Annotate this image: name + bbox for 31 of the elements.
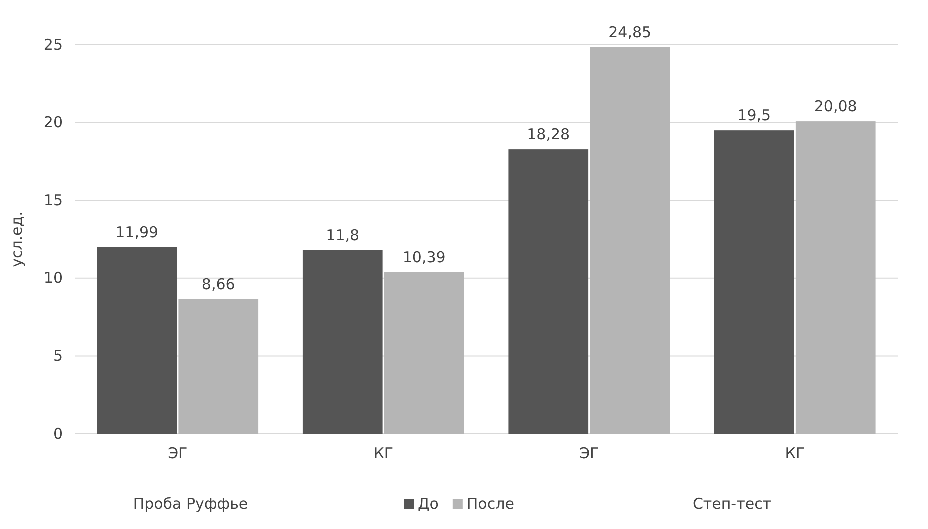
y-axis-title: усл.ед.	[8, 212, 26, 268]
x-tick-label: КГ	[785, 444, 806, 463]
bar	[508, 150, 589, 434]
data-label: 18,28	[527, 126, 570, 144]
data-label: 8,66	[202, 275, 236, 294]
data-label: 10,39	[402, 248, 446, 266]
y-tick-label: 20	[44, 114, 63, 132]
bar	[178, 299, 259, 434]
bar	[302, 250, 383, 434]
x-tick-label: ЭГ	[580, 444, 600, 463]
y-tick-label: 25	[44, 36, 63, 54]
y-tick-label: 0	[53, 424, 63, 443]
data-label: 11,99	[116, 223, 159, 242]
bar	[714, 130, 794, 434]
legend-label: После	[466, 495, 514, 513]
text: Проба Руффье	[133, 495, 248, 513]
x-tick-label: ЭГ	[168, 444, 188, 463]
y-tick-label: 5	[53, 347, 63, 365]
bar	[384, 272, 464, 434]
data-label: 19,5	[738, 106, 772, 125]
text: Степ-тест	[692, 495, 772, 513]
data-label: 20,08	[814, 98, 858, 116]
bar	[97, 247, 178, 434]
data-label: 11,8	[326, 226, 360, 244]
bar	[590, 47, 670, 434]
bar	[796, 122, 876, 434]
x-tick-label: КГ	[374, 444, 394, 463]
y-tick-label: 10	[44, 269, 63, 288]
data-label: 24,85	[608, 23, 652, 42]
legend-label: До	[418, 495, 439, 513]
y-tick-label: 15	[44, 191, 63, 210]
